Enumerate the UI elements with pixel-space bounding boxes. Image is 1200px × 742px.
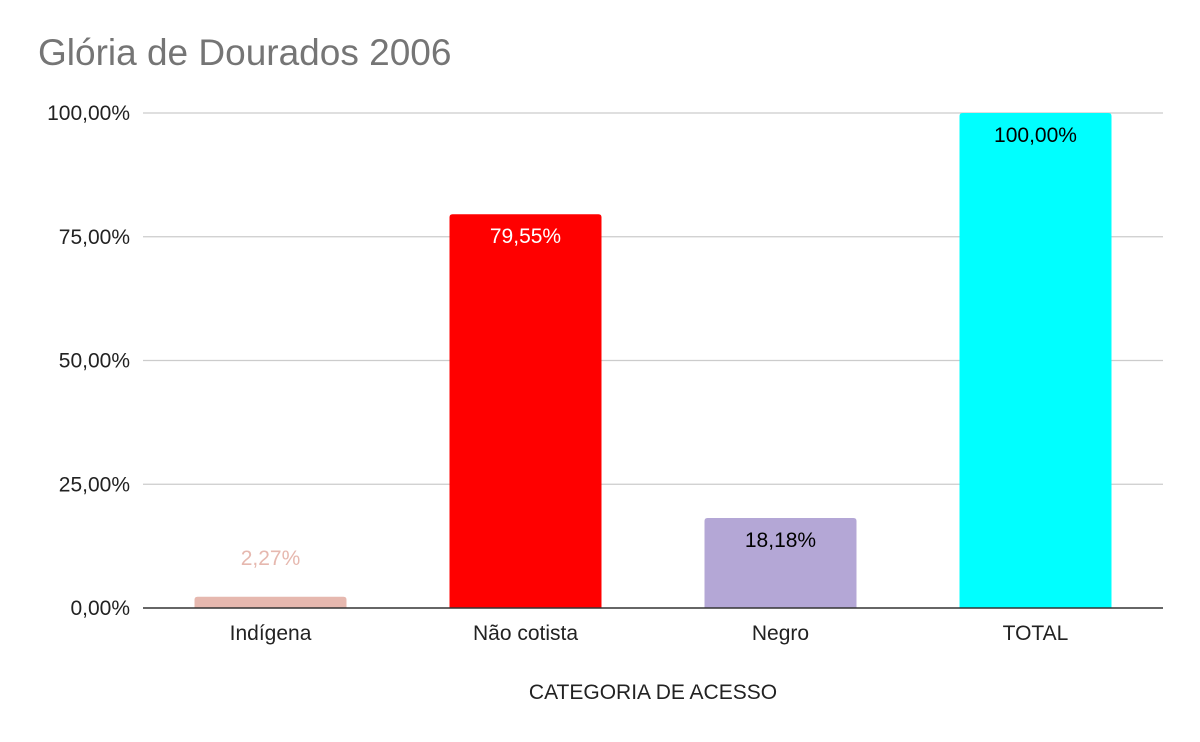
x-tick-label: Negro [752, 622, 809, 645]
bar [704, 518, 857, 608]
y-tick-label: 25,00% [59, 473, 130, 496]
data-label: 100,00% [994, 124, 1077, 147]
x-axis-title: CATEGORIA DE ACESSO [529, 681, 777, 704]
data-label: 18,18% [745, 529, 816, 552]
data-label: 2,27% [241, 547, 301, 570]
y-tick-label: 75,00% [59, 226, 130, 249]
y-tick-label: 100,00% [47, 102, 130, 125]
y-tick-label: 0,00% [70, 597, 130, 620]
bars: 2,27% 79,55% 18,18% 100,00% [194, 113, 1112, 609]
x-tick-label: TOTAL [1003, 622, 1069, 645]
bar [194, 596, 347, 608]
chart-title: Glória de Dourados 2006 [38, 32, 452, 73]
x-tick-label: Indígena [230, 622, 312, 645]
data-label: 79,55% [490, 225, 561, 248]
y-axis-ticks: 0,00% 25,00% 50,00% 75,00% 100,00% [47, 102, 130, 620]
bar [959, 113, 1112, 608]
bar [449, 214, 602, 609]
x-tick-label: Não cotista [473, 622, 578, 645]
y-tick-label: 50,00% [59, 350, 130, 373]
x-axis-categories: Indígena Não cotista Negro TOTAL [230, 622, 1069, 645]
